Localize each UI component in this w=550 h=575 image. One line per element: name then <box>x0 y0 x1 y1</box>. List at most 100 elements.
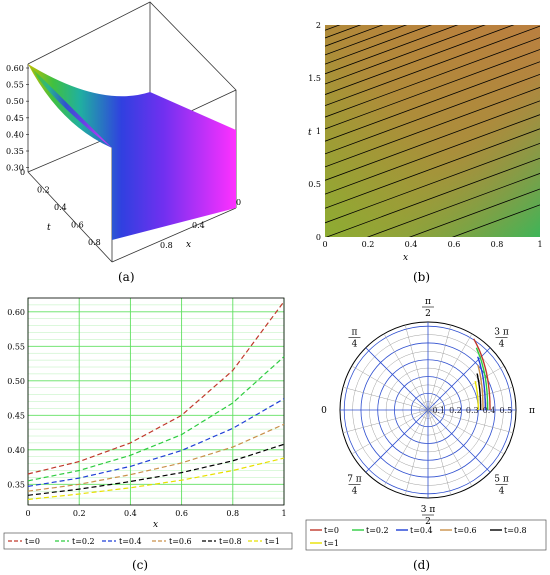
z-tick-label: 0.35 <box>6 147 24 156</box>
radius-tick-label: 0.2 <box>449 406 462 415</box>
polar-curve-1 <box>475 347 489 410</box>
x-tick-label: 0.4 <box>405 240 418 249</box>
y-tick-label: 1 <box>316 127 321 136</box>
radius-tick-label: 0.3 <box>466 406 479 415</box>
x-ticks: 0 0.4 0.8 <box>160 198 241 250</box>
spoke <box>427 409 505 455</box>
t-ticks: 0 0.2 0.4 0.6 0.8 <box>20 168 101 247</box>
z-ticks: 0.60 0.55 0.50 0.45 0.40 0.35 0.30 <box>6 64 29 173</box>
angle-label-den: 4 <box>499 487 505 497</box>
contour-line <box>325 61 540 142</box>
spoke <box>427 333 473 411</box>
panel-c: 0.35 0.40 0.45 0.50 0.55 0.60 0 0.2 0.4 0.6 0.8 1 … <box>0 290 295 555</box>
contour-line <box>408 188 540 237</box>
x-tick-label: 0.8 <box>226 509 239 518</box>
x-tick-label: 0.4 <box>192 221 205 230</box>
z-tick-label: 0.30 <box>6 164 24 173</box>
z-tick-label: 0.50 <box>6 97 24 106</box>
polar-plot: 0.1 0.2 0.3 0.4 0.5 π 2 π 4 0 7 π 4 3 π 2 5 π 4 π 3 π 4 t… <box>305 297 547 551</box>
spoke <box>404 324 429 411</box>
spoke <box>427 409 514 434</box>
caption-d: (d) <box>413 558 431 572</box>
legend-label: t=0 <box>324 526 339 535</box>
contour-lines <box>325 15 540 237</box>
panel-a: 0.60 0.55 0.50 0.45 0.40 0.35 0.30 0 0.2 0.4 0.6 0… <box>0 0 275 265</box>
contour-line <box>451 204 540 237</box>
series-line-2 <box>27 398 285 487</box>
z-tick-label: 0.40 <box>6 130 24 139</box>
y-ticks: 0 0.5 1 1.5 2 <box>308 21 321 242</box>
contour-plot: 0 0.5 1 1.5 2 0 0.2 0.4 0.6 0.8 1 t x <box>308 15 543 263</box>
spoke <box>427 386 514 411</box>
contour-line <box>325 25 408 56</box>
polar-grid <box>339 321 517 499</box>
series-line-4 <box>27 443 285 496</box>
angle-label-den: 2 <box>425 517 431 527</box>
series-line-0 <box>27 301 285 475</box>
surface <box>28 64 236 240</box>
contour-line <box>325 25 486 85</box>
t-tick-label: 0.8 <box>88 238 101 247</box>
legend-entries: t=0 t=0.2 t=0.4 t=0.6 t=0.8 t=1 <box>8 537 280 546</box>
contour-line <box>325 100 540 181</box>
spoke <box>383 409 429 487</box>
t-tick-label: 0.6 <box>71 221 84 230</box>
legend-label: t=0 <box>25 537 40 546</box>
y-tick-label: 1.5 <box>308 74 321 83</box>
series-line-1 <box>27 356 285 482</box>
polar-curve-2 <box>477 356 486 410</box>
polar-curve-0 <box>473 338 491 410</box>
angle-label-den: 4 <box>499 339 505 349</box>
legend-label: t=0.8 <box>504 526 527 535</box>
caption-c: (c) <box>132 558 149 572</box>
angle-label: 0 <box>321 406 327 416</box>
angle-label-den: 2 <box>425 309 431 319</box>
contour-line <box>325 74 540 155</box>
x-axis-label: x <box>403 253 408 263</box>
z-tick-label: 0.55 <box>6 81 24 90</box>
contour-line <box>325 128 540 209</box>
t-tick-label: 0 <box>20 168 25 177</box>
legend-label: t=0.6 <box>169 537 192 546</box>
y-ticks: 0.35 0.40 0.45 0.50 0.55 0.60 <box>7 308 25 490</box>
y-tick-label: 0.45 <box>7 411 25 420</box>
panel-d: 0.1 0.2 0.3 0.4 0.5 π 2 π 4 0 7 π 4 3 π 2 5 π 4 π 3 π 4 t… <box>300 290 550 555</box>
series-line-3 <box>27 423 285 492</box>
angle-label-num: π <box>425 297 431 307</box>
legend <box>3 532 293 550</box>
contour-line <box>325 15 540 17</box>
angle-label-num: 3 π <box>421 505 436 515</box>
angle-label-num: 3 π <box>494 327 509 337</box>
z-tick-label: 0.45 <box>6 114 24 123</box>
x-axis-label: x <box>153 520 158 530</box>
x-tick-label: 0.2 <box>73 509 86 518</box>
panel-b: 0 0.5 1 1.5 2 0 0.2 0.4 0.6 0.8 1 t x <box>300 15 550 265</box>
spoke <box>427 409 491 473</box>
contour-line <box>325 142 540 224</box>
series-line-5 <box>27 457 285 501</box>
spoke <box>351 365 429 411</box>
t-axis-label: t <box>47 223 51 233</box>
contour-line <box>325 157 540 237</box>
angle-label-den: 4 <box>352 339 358 349</box>
spoke <box>404 409 429 496</box>
legend-label: t=0.2 <box>366 526 389 535</box>
contour-line <box>325 49 540 130</box>
polar-curve-5 <box>474 380 479 410</box>
legend-label: t=0.4 <box>119 537 142 546</box>
contour-line <box>325 87 540 168</box>
angle-label-den: 4 <box>352 487 358 497</box>
x-tick-label: 0.8 <box>160 241 173 250</box>
contour-line <box>325 25 540 107</box>
polar-curves <box>473 338 491 410</box>
angle-labels: π 2 π 4 0 7 π 4 3 π 2 5 π 4 π 3 π 4 <box>321 297 535 527</box>
x-tick-label: 1 <box>281 509 286 518</box>
contour-line <box>325 114 540 195</box>
polar-curve-3 <box>477 365 484 410</box>
angle-label-num: 7 π <box>347 475 362 485</box>
z-tick-label: 0.60 <box>6 64 24 73</box>
legend-label: t=1 <box>324 539 339 548</box>
spoke <box>342 409 429 434</box>
contour-line <box>325 25 515 95</box>
contour-line <box>325 25 433 65</box>
